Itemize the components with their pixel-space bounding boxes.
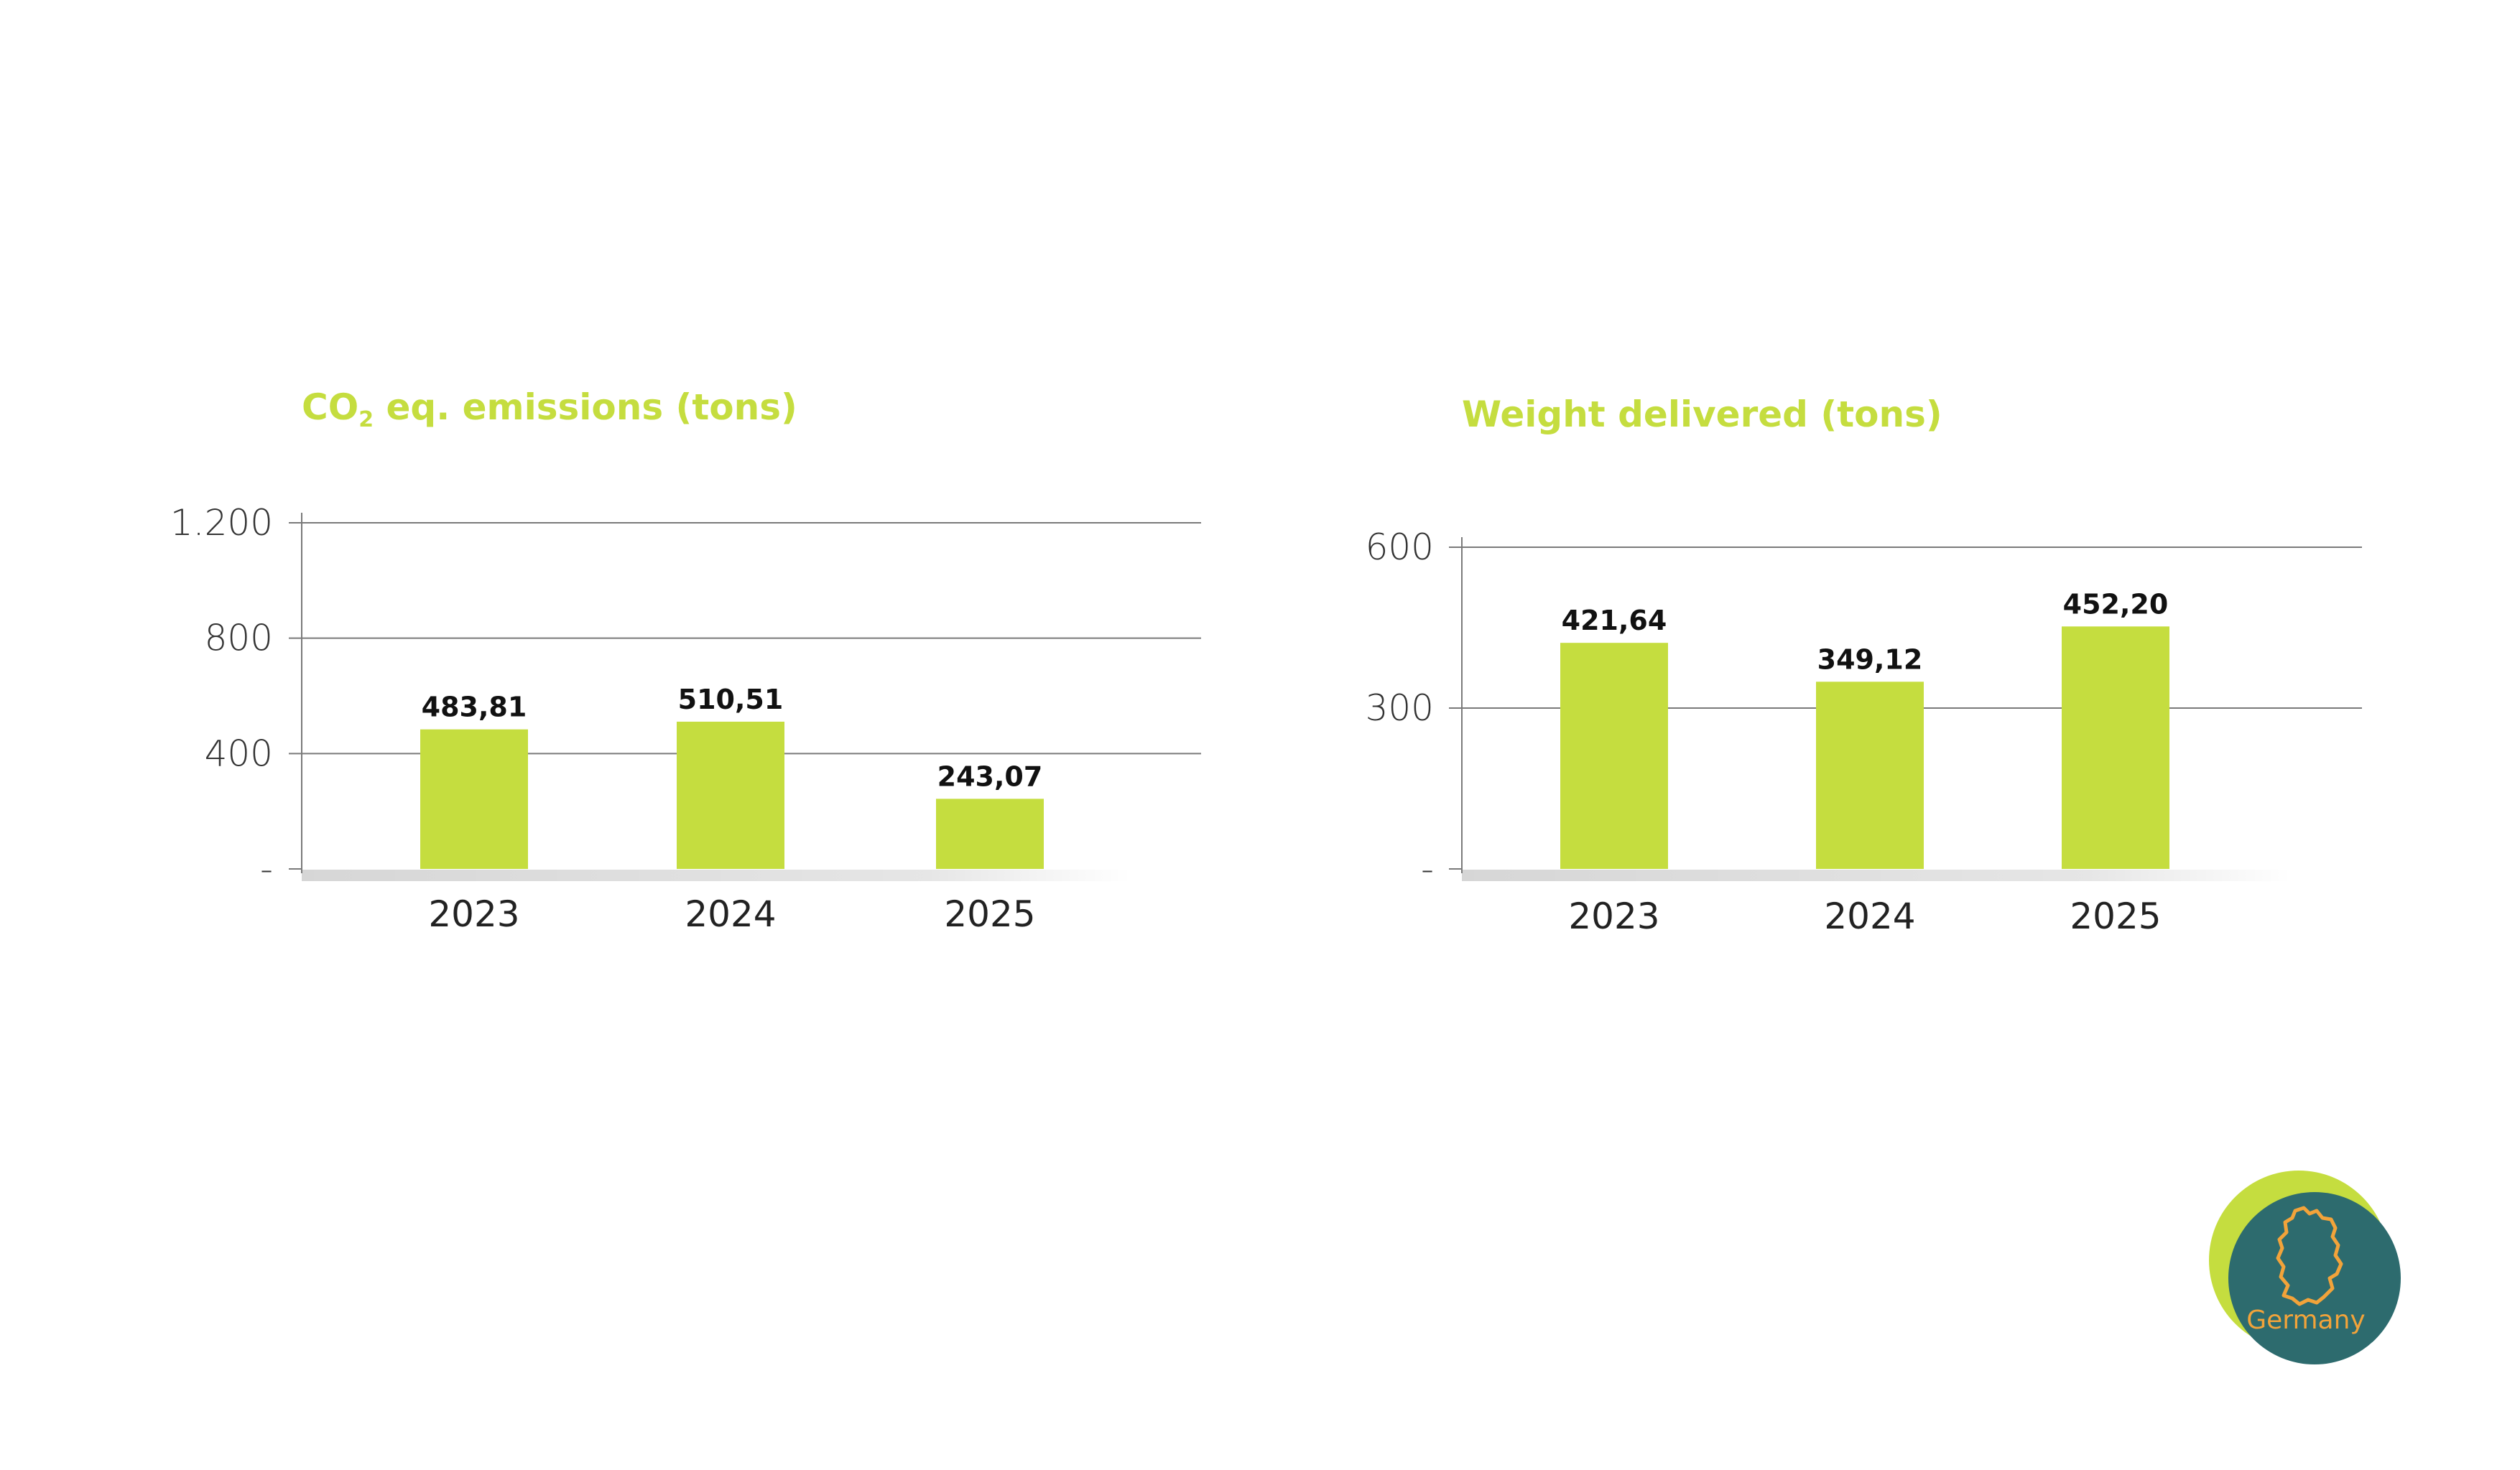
bar-2024 — [1816, 681, 1924, 869]
baseline-shadow — [302, 870, 1131, 881]
weight-chart-title: Weight delivered (tons) — [1462, 394, 1942, 435]
bar-2023 — [420, 729, 528, 869]
co2-title-main: CO — [302, 386, 359, 428]
data-label: 510,51 — [678, 684, 784, 715]
x-tick-label: 2025 — [944, 893, 1035, 935]
bar-2024 — [677, 721, 784, 869]
co2-title-rest: eq. emissions (tons) — [374, 386, 797, 428]
data-label: 452,20 — [2063, 588, 2169, 620]
data-label: 349,12 — [1817, 643, 1923, 675]
x-tick-label: 2024 — [685, 893, 776, 935]
x-tick-label: 2023 — [428, 893, 519, 935]
x-tick-label: 2023 — [1568, 896, 1659, 937]
y-tick-label: - — [260, 848, 273, 890]
baseline-shadow — [1462, 870, 2292, 881]
bar-2025 — [936, 799, 1044, 869]
co2-chart-title: CO2 eq. emissions (tons) — [302, 386, 797, 432]
y-tick-label: 600 — [1366, 526, 1434, 568]
y-tick-label: 1.200 — [170, 502, 273, 544]
badge-label: Germany — [2246, 1306, 2366, 1335]
data-label: 483,81 — [422, 692, 527, 723]
y-tick-label: 300 — [1366, 687, 1434, 729]
x-tick-label: 2024 — [1824, 896, 1915, 937]
co2-title-sub: 2 — [358, 407, 374, 432]
bar-2025 — [2062, 626, 2169, 869]
data-label: 243,07 — [937, 760, 1043, 792]
bar-2023 — [1560, 643, 1668, 869]
germany-badge — [2209, 1171, 2401, 1364]
badge-front-circle — [2228, 1192, 2401, 1364]
x-tick-label: 2025 — [2070, 896, 2161, 937]
y-tick-label: - — [1421, 848, 1434, 890]
germany-map-icon — [2276, 1206, 2343, 1306]
y-tick-label: 400 — [205, 732, 273, 774]
data-label: 421,64 — [1562, 605, 1667, 636]
y-tick-label: 800 — [205, 618, 273, 659]
